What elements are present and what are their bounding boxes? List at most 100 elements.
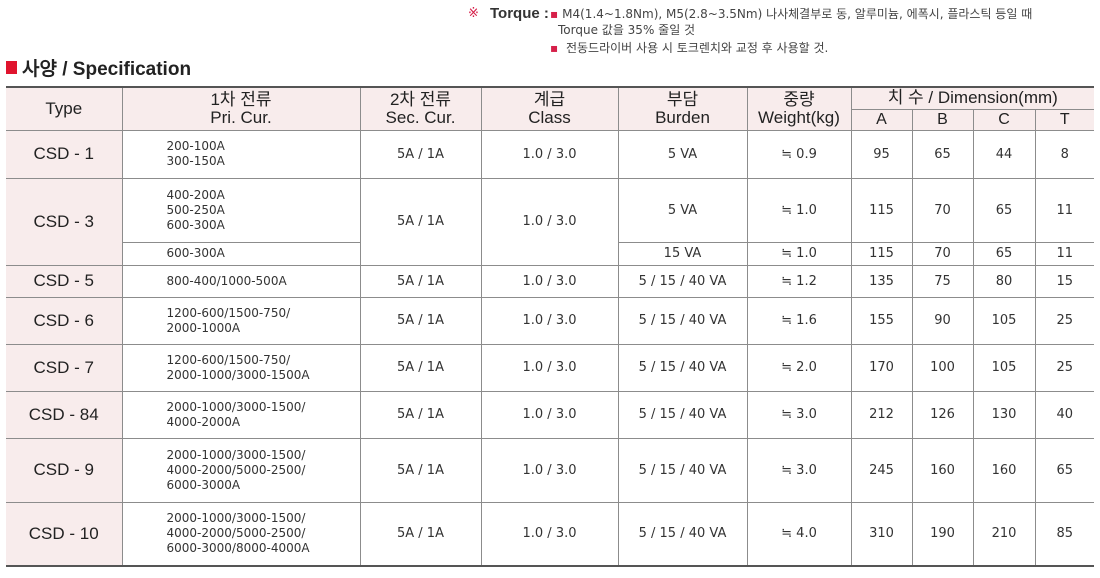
dim-b-cell: 126 bbox=[911, 390, 974, 439]
section-heading: 사양 / Specification bbox=[6, 54, 191, 81]
secondary-current-cell: 5A / 1A bbox=[359, 390, 482, 439]
table-row: CSD - 1 200-100A 300-150A 5A / 1A 1.0 / … bbox=[6, 129, 1095, 179]
dim-b-cell: 100 bbox=[911, 343, 974, 392]
section-heading-text: 사양 / Specification bbox=[22, 59, 192, 80]
primary-current-line: 6000-3000/8000-4000A bbox=[166, 541, 310, 556]
primary-current-line: 2000-1000/3000-1500/ bbox=[166, 399, 306, 414]
primary-current-line: 4000-2000/5000-2500/ bbox=[166, 462, 306, 477]
primary-current-line: 300-150A bbox=[166, 154, 225, 168]
torque-note-line-1b: Torque 값을 35% 줄일 것 bbox=[468, 22, 1042, 38]
dim-a-cell: 95 bbox=[850, 129, 913, 179]
header-class-en: Class bbox=[528, 107, 571, 127]
secondary-current-cell: 5A / 1A bbox=[359, 264, 482, 298]
dim-a-cell: 170 bbox=[850, 343, 913, 392]
class-cell: 1.0 / 3.0 bbox=[480, 437, 619, 503]
weight-cell: ≒ 1.0 bbox=[746, 177, 852, 243]
type-cell: CSD - 9 bbox=[6, 437, 123, 503]
dim-t-cell: 85 bbox=[1034, 501, 1095, 567]
header-secondary-current: 2차 전류 Sec. Cur. bbox=[359, 86, 482, 131]
type-cell: CSD - 3 bbox=[6, 177, 123, 266]
burden-cell: 15 VA bbox=[617, 241, 748, 266]
dim-a-cell: 245 bbox=[850, 437, 913, 503]
primary-current-line: 600-300A bbox=[166, 217, 225, 232]
burden-cell: 5 / 15 / 40 VA bbox=[617, 390, 748, 439]
secondary-current-cell: 5A / 1A bbox=[359, 296, 482, 345]
header-burden: 부담 Burden bbox=[617, 86, 748, 131]
header-dim-b: B bbox=[911, 108, 974, 131]
secondary-current-cell: 5A / 1A bbox=[359, 129, 482, 179]
header-dim-a: A bbox=[851, 108, 913, 131]
dim-a-cell: 115 bbox=[850, 177, 913, 243]
dim-c-cell: 44 bbox=[972, 129, 1036, 179]
burden-cell: 5 / 15 / 40 VA bbox=[617, 501, 748, 567]
weight-cell: ≒ 0.9 bbox=[746, 129, 852, 179]
dim-c-cell: 65 bbox=[972, 177, 1036, 243]
primary-current-line: 6000-3000A bbox=[166, 477, 241, 492]
dim-c-cell: 160 bbox=[972, 437, 1036, 503]
header-class-ko: 계급 bbox=[533, 89, 566, 109]
weight-cell: ≒ 3.0 bbox=[746, 390, 852, 439]
table-row: CSD - 10 2000-1000/3000-1500/ 4000-2000/… bbox=[6, 501, 1095, 567]
secondary-current-cell: 5A / 1A bbox=[359, 437, 482, 503]
primary-current-cell: 1200-600/1500-750/ 2000-1000A bbox=[121, 296, 361, 345]
primary-current-cell: 2000-1000/3000-1500/ 4000-2000A bbox=[121, 390, 361, 439]
class-cell: 1.0 / 3.0 bbox=[480, 177, 619, 266]
torque-note-line-1b-text: Torque 값을 35% 줄일 것 bbox=[558, 23, 696, 37]
header-burden-en: Burden bbox=[655, 107, 710, 127]
dim-t-cell: 40 bbox=[1034, 390, 1095, 439]
table-row: CSD - 9 2000-1000/3000-1500/ 4000-2000/5… bbox=[6, 437, 1095, 503]
primary-current-cell: 1200-600/1500-750/ 2000-1000/3000-1500A bbox=[121, 343, 361, 392]
primary-current-line: 4000-2000A bbox=[166, 414, 241, 429]
weight-cell: ≒ 4.0 bbox=[746, 501, 852, 567]
primary-current-line: 2000-1000/3000-1500/ bbox=[166, 447, 306, 462]
weight-cell: ≒ 1.6 bbox=[746, 296, 852, 345]
dim-b-cell: 70 bbox=[911, 241, 974, 266]
table-row: CSD - 3 400-200A 500-250A 600-300A 5A / … bbox=[6, 177, 1095, 266]
class-cell: 1.0 / 3.0 bbox=[480, 296, 619, 345]
table-row: CSD - 7 1200-600/1500-750/ 2000-1000/300… bbox=[6, 343, 1095, 392]
weight-cell: ≒ 1.0 bbox=[746, 241, 852, 266]
dim-b-cell: 70 bbox=[911, 177, 974, 243]
primary-current-cell: 2000-1000/3000-1500/ 4000-2000/5000-2500… bbox=[121, 437, 361, 503]
secondary-current-cell: 5A / 1A bbox=[359, 501, 482, 567]
dim-b-cell: 65 bbox=[911, 129, 974, 179]
header-burden-ko: 부담 bbox=[666, 89, 699, 109]
torque-note-line-1: M4(1.4~1.8Nm), M5(2.8~3.5Nm) 나사체결부로 동, 알… bbox=[562, 7, 1033, 21]
primary-current-cell: 800-400/1000-500A bbox=[121, 264, 361, 298]
primary-current-line: 1200-600/1500-750/ bbox=[166, 352, 291, 367]
type-cell: CSD - 1 bbox=[6, 129, 123, 179]
type-cell: CSD - 5 bbox=[6, 264, 123, 298]
class-cell: 1.0 / 3.0 bbox=[480, 501, 619, 567]
table-row: CSD - 84 2000-1000/3000-1500/ 4000-2000A… bbox=[6, 390, 1095, 439]
table-row: CSD - 6 1200-600/1500-750/ 2000-1000A 5A… bbox=[6, 296, 1095, 345]
header-weight-en: Weight(kg) bbox=[758, 107, 840, 127]
header-secondary-current-en: Sec. Cur. bbox=[385, 107, 456, 127]
dim-t-cell: 11 bbox=[1034, 241, 1095, 266]
header-secondary-current-ko: 2차 전류 bbox=[389, 89, 452, 109]
primary-current-line: 500-250A bbox=[166, 202, 225, 217]
primary-current-cell: 600-300A bbox=[122, 241, 361, 266]
dim-a-cell: 115 bbox=[850, 241, 913, 266]
dim-t-cell: 25 bbox=[1034, 296, 1095, 345]
dim-a-cell: 155 bbox=[850, 296, 913, 345]
type-cell: CSD - 10 bbox=[6, 501, 123, 567]
type-cell: CSD - 7 bbox=[6, 343, 123, 392]
dim-t-cell: 11 bbox=[1034, 177, 1095, 243]
dim-t-cell: 8 bbox=[1034, 129, 1095, 179]
burden-cell: 5 / 15 / 40 VA bbox=[617, 296, 748, 345]
header-dimension: 치 수 / Dimension(mm) bbox=[850, 86, 1095, 110]
weight-cell: ≒ 1.2 bbox=[746, 264, 852, 298]
dim-c-cell: 65 bbox=[972, 241, 1036, 266]
torque-note-line-2-text: 전동드라이버 사용 시 토크렌치와 교정 후 사용할 것. bbox=[565, 41, 829, 55]
dim-c-cell: 130 bbox=[972, 390, 1036, 439]
primary-current-cell: 2000-1000/3000-1500/ 4000-2000/5000-2500… bbox=[121, 501, 361, 567]
dim-b-cell: 160 bbox=[911, 437, 974, 503]
type-cell: CSD - 6 bbox=[6, 296, 123, 345]
header-primary-current-en: Pri. Cur. bbox=[210, 107, 272, 127]
header-type: Type bbox=[6, 86, 123, 131]
primary-current-line: 2000-1000/3000-1500A bbox=[166, 367, 310, 382]
primary-current-line: 400-200A bbox=[166, 187, 225, 202]
header-weight: 중량 Weight(kg) bbox=[746, 86, 852, 131]
burden-cell: 5 / 15 / 40 VA bbox=[617, 343, 748, 392]
dim-t-cell: 25 bbox=[1034, 343, 1095, 392]
